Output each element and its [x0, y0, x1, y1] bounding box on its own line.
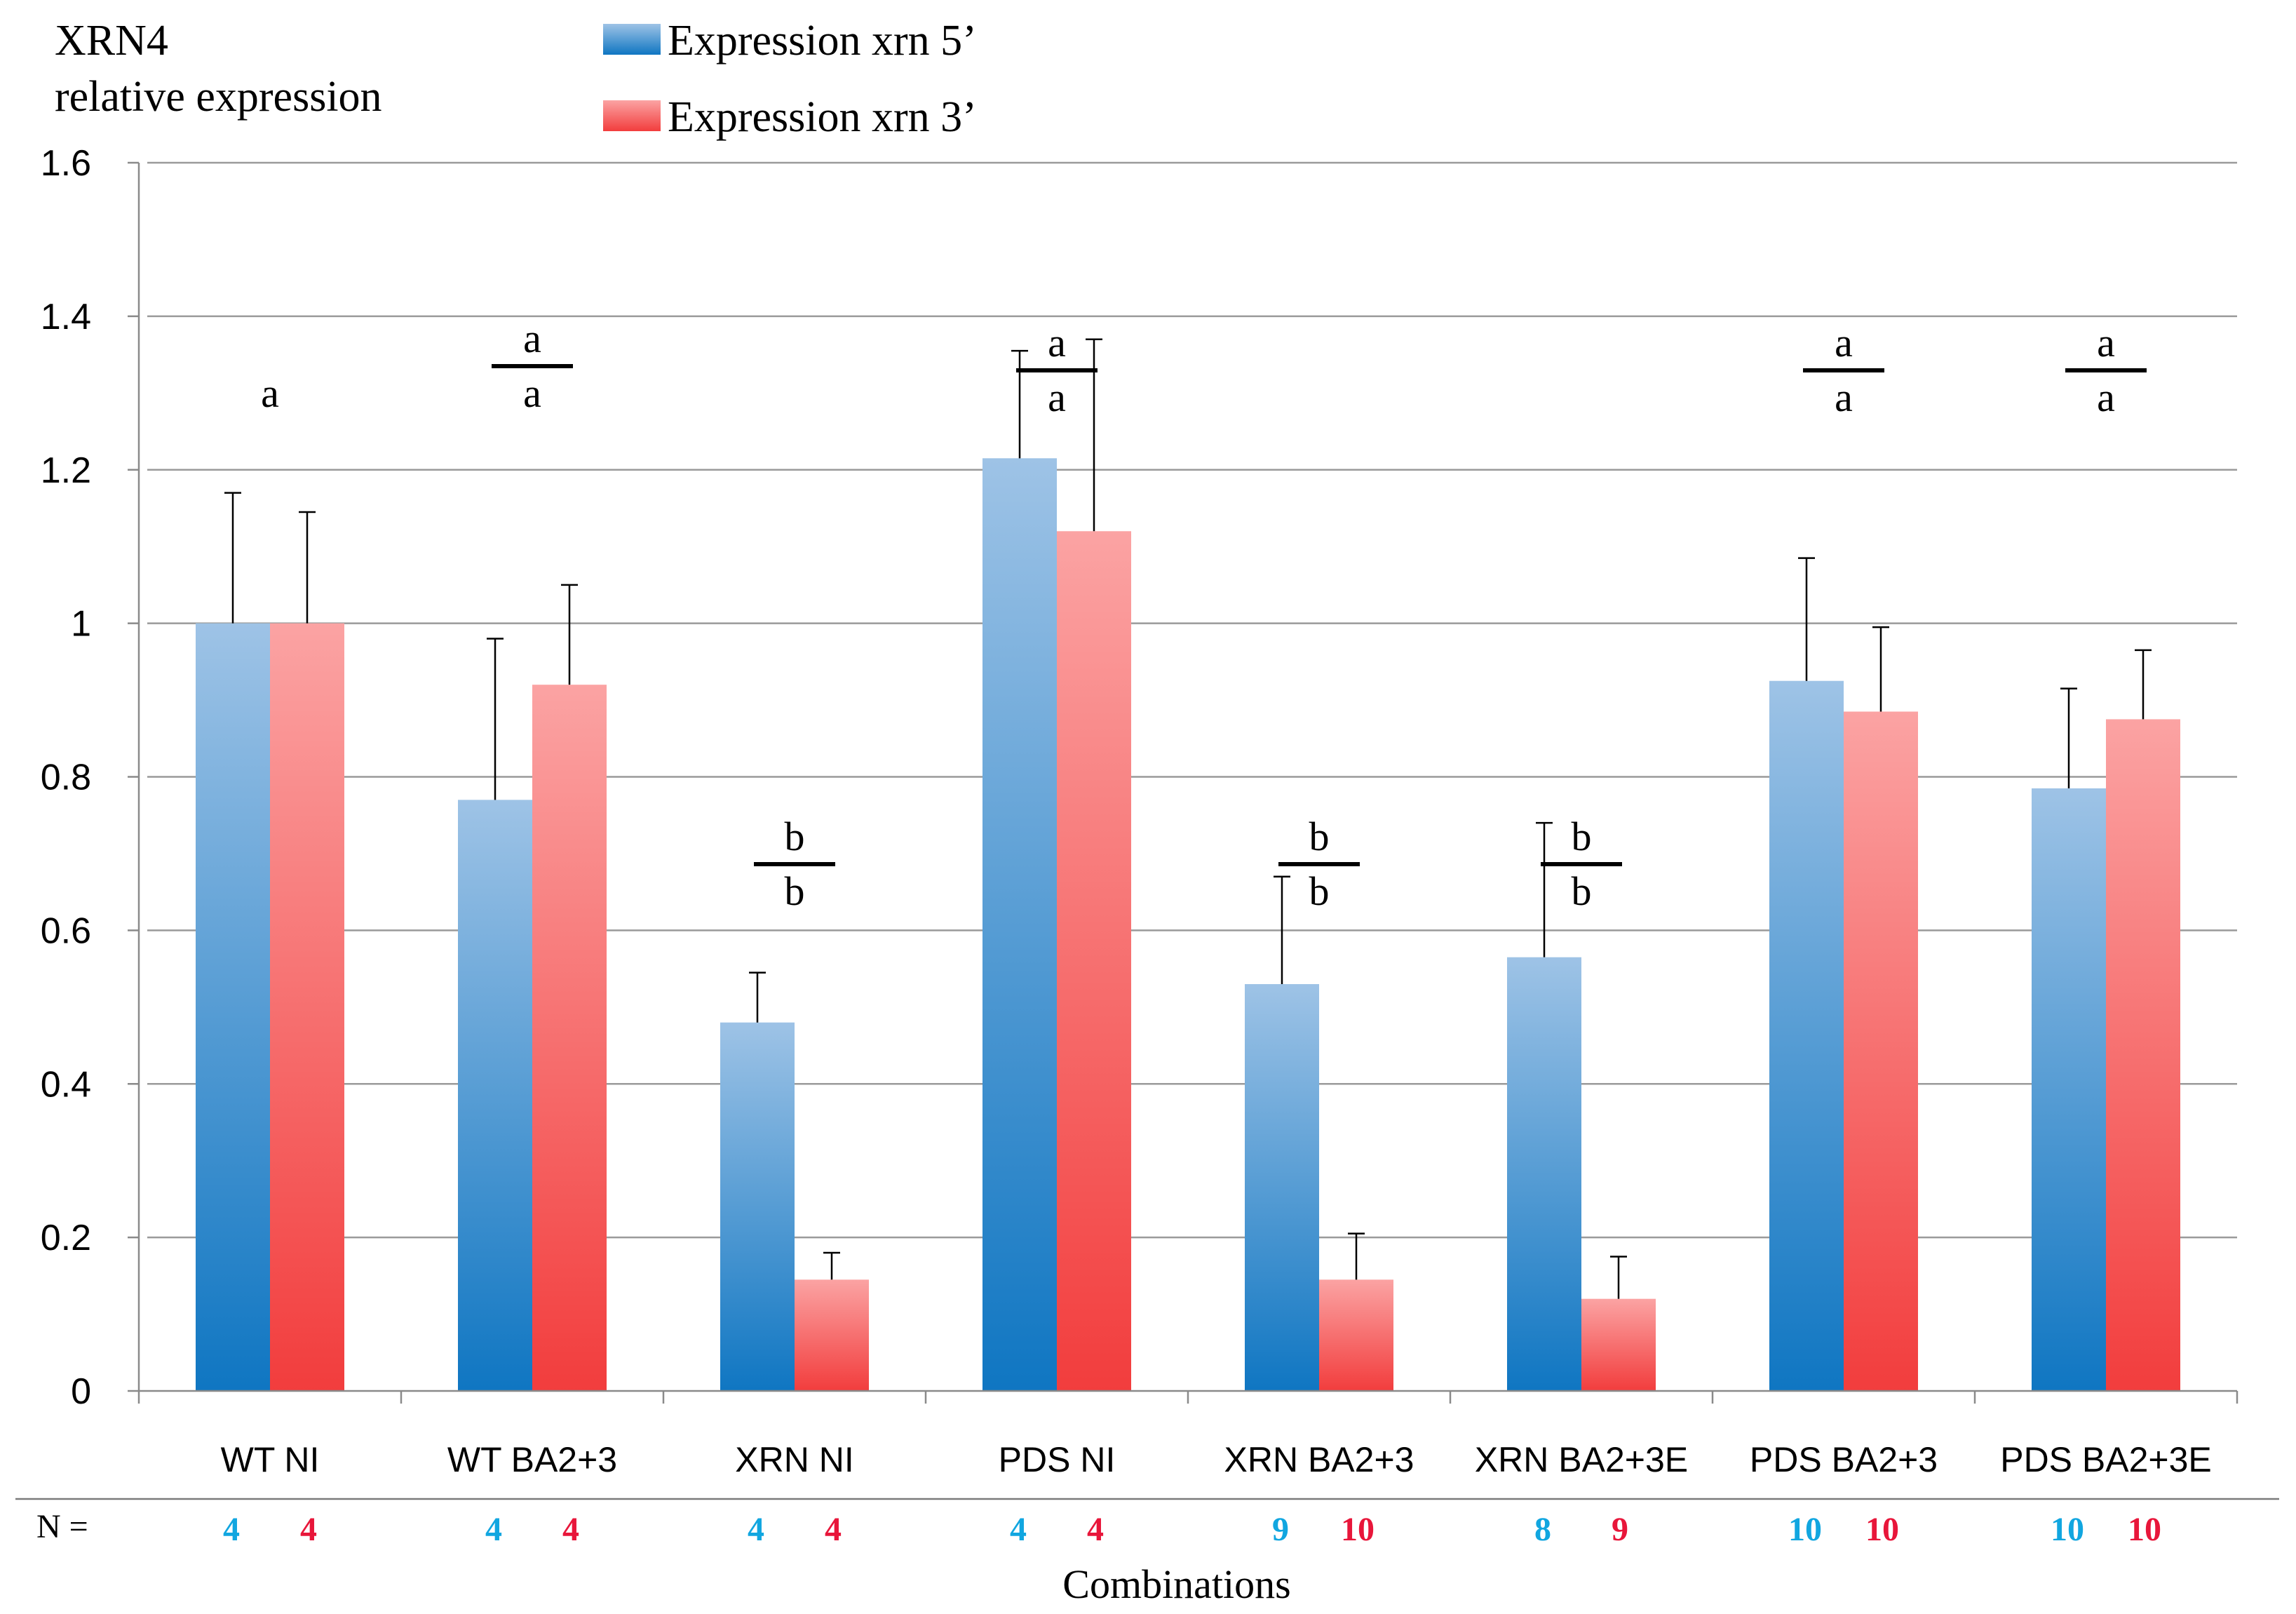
- significance-letter-top: b: [785, 814, 805, 859]
- category-label: XRN BA2+3: [1224, 1440, 1414, 1479]
- significance-letter-top: b: [1572, 814, 1592, 859]
- bar-xrn5: [982, 458, 1057, 1391]
- bar-xrn5: [2032, 788, 2106, 1391]
- n-value: 4: [485, 1511, 502, 1548]
- category-label: PDS BA2+3E: [2000, 1440, 2212, 1479]
- significance-letter-bottom: a: [1835, 375, 1853, 420]
- n-value: 10: [1341, 1511, 1375, 1548]
- significance-letter-top: a: [2097, 320, 2115, 365]
- significance-letter-bottom: b: [1309, 868, 1330, 914]
- legend-label-xrn3: Expression xrn 3’: [668, 93, 977, 141]
- significance-letter: a: [261, 370, 279, 416]
- category-label: WT BA2+3: [447, 1440, 617, 1479]
- category-label: XRN BA2+3E: [1475, 1440, 1688, 1479]
- bar-xrn5: [458, 800, 532, 1391]
- y-axis-title-line-2: relative expression: [55, 73, 382, 121]
- bar-xrn5: [1245, 983, 1319, 1391]
- n-value: 8: [1534, 1511, 1551, 1548]
- y-tick-label: 1.4: [41, 297, 91, 337]
- legend-label-xrn5: Expression xrn 5’: [668, 17, 977, 65]
- category-label: XRN NI: [735, 1440, 853, 1479]
- bar-xrn3: [1057, 531, 1131, 1391]
- significance-letter-bottom: b: [1572, 868, 1592, 914]
- n-value: 4: [223, 1511, 240, 1548]
- y-axis: 0 0.2 0.4 0.6 0.8 1 1.2 1.4 1.6: [41, 143, 140, 1412]
- bar-xrn3: [1319, 1279, 1393, 1391]
- bar-xrn5: [720, 1022, 795, 1391]
- n-value: 9: [1272, 1511, 1289, 1548]
- n-row-label: N =: [36, 1508, 88, 1545]
- n-value: 4: [1010, 1511, 1027, 1548]
- legend: Expression xrn 5’ Expression xrn 3’: [603, 17, 977, 141]
- significance-letter-top: b: [1309, 814, 1330, 859]
- n-value: 9: [1612, 1511, 1628, 1548]
- y-tick-label: 1.2: [41, 450, 91, 491]
- bar-xrn5: [196, 623, 270, 1391]
- n-value: 10: [1865, 1511, 1899, 1548]
- significance-letter-top: a: [1835, 320, 1853, 365]
- y-axis-title-line-1: XRN4: [55, 17, 168, 65]
- x-axis: WT NI WT BA2+3 XRN NI PDS NI XRN BA2+3 XRN BA…: [15, 1390, 2279, 1500]
- bar-xrn3: [2106, 719, 2180, 1391]
- n-value: 10: [2128, 1511, 2161, 1548]
- significance-letter-top: a: [1048, 320, 1066, 365]
- bar-xrn5: [1507, 957, 1581, 1391]
- error-bars: [224, 338, 2152, 1299]
- legend-swatch-xrn5: [603, 24, 661, 55]
- n-value: 4: [300, 1511, 317, 1548]
- y-tick-label: 0.6: [41, 910, 91, 951]
- n-value: 10: [2051, 1511, 2084, 1548]
- n-value: 4: [1087, 1511, 1104, 1548]
- category-label: PDS BA2+3: [1750, 1440, 1938, 1479]
- y-tick-label: 0.4: [41, 1064, 91, 1105]
- category-label: PDS NI: [999, 1440, 1116, 1479]
- n-value: 10: [1788, 1511, 1822, 1548]
- bars: [196, 458, 2180, 1391]
- bar-xrn3: [1581, 1298, 1656, 1391]
- y-tick-label: 0: [71, 1371, 91, 1412]
- n-value: 4: [748, 1511, 764, 1548]
- x-axis-title: Combinations: [1062, 1561, 1290, 1607]
- legend-swatch-xrn3: [603, 100, 661, 131]
- bar-xrn3: [532, 685, 607, 1391]
- y-tick-label: 1.6: [41, 143, 91, 184]
- y-tick-label: 0.8: [41, 758, 91, 798]
- significance-letter-top: a: [523, 316, 541, 361]
- bar-xrn5: [1769, 680, 1844, 1391]
- n-value: 4: [825, 1511, 842, 1548]
- y-tick-label: 1: [71, 604, 91, 645]
- bar-xrn3: [270, 623, 344, 1391]
- significance-letter-bottom: b: [785, 868, 805, 914]
- significance-letter-bottom: a: [523, 370, 541, 416]
- bar-xrn3: [1844, 711, 1918, 1391]
- n-value: 4: [562, 1511, 579, 1548]
- bar-xrn3: [795, 1279, 869, 1391]
- y-tick-label: 0.2: [41, 1218, 91, 1258]
- significance-letter-bottom: a: [1048, 375, 1066, 420]
- sample-size-row: N = 4 4 4 4 4 4 4 4 9 10 8 9 10 10 10 10: [36, 1508, 2161, 1548]
- significance-letter-bottom: a: [2097, 375, 2115, 420]
- category-label: WT NI: [221, 1440, 320, 1479]
